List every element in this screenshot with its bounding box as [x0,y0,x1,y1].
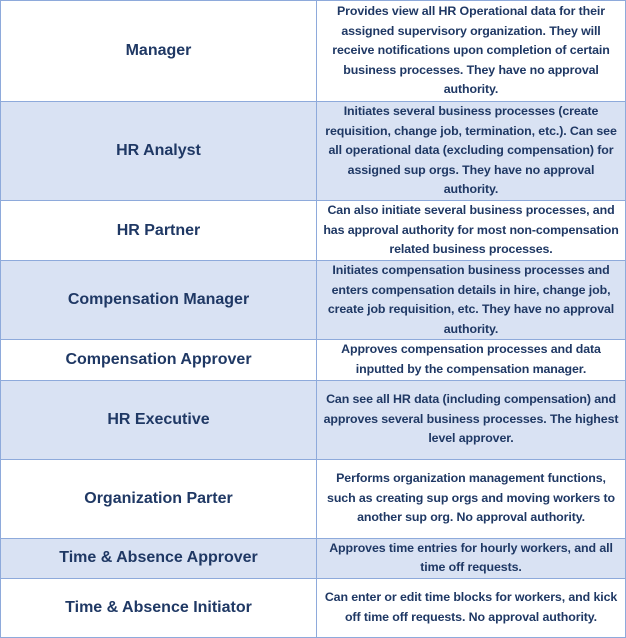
role-description: Initiates compensation business processe… [316,259,626,341]
table-row: HR Partner Can also initiate several busi… [0,200,626,261]
role-description: Can also initiate several business proce… [316,200,626,261]
role-name: HR Analyst [0,101,317,201]
table-row: Time & Absence Approver Approves time ent… [0,537,626,579]
role-description: Initiates several business processes (cr… [316,101,626,201]
role-name: Compensation Approver [0,339,317,381]
role-description: Approves compensation processes and data… [316,339,626,381]
table-row: Compensation Approver Approves compensati… [0,339,626,381]
table-row: HR Executive Can see all HR data (includi… [0,379,626,460]
role-description: Provides view all HR Operational data fo… [316,0,626,102]
role-name: HR Executive [0,379,317,460]
role-name: Manager [0,0,317,102]
table-row: HR Analyst Initiates several business pro… [0,101,626,201]
role-name: Organization Parter [0,458,317,539]
role-description: Can see all HR data (including compensat… [316,379,626,460]
table-row: Time & Absence Initiator Can enter or edi… [0,577,626,638]
role-name: Time & Absence Approver [0,537,317,579]
table-row: Manager Provides view all HR Operational … [0,0,626,102]
role-name: HR Partner [0,200,317,261]
role-name: Compensation Manager [0,259,317,341]
role-name: Time & Absence Initiator [0,577,317,638]
role-description: Performs organization management functio… [316,458,626,539]
table-row: Organization Parter Performs organization… [0,458,626,539]
role-description: Can enter or edit time blocks for worker… [316,577,626,638]
table-row: Compensation Manager Initiates compensati… [0,259,626,341]
role-description: Approves time entries for hourly workers… [316,537,626,579]
